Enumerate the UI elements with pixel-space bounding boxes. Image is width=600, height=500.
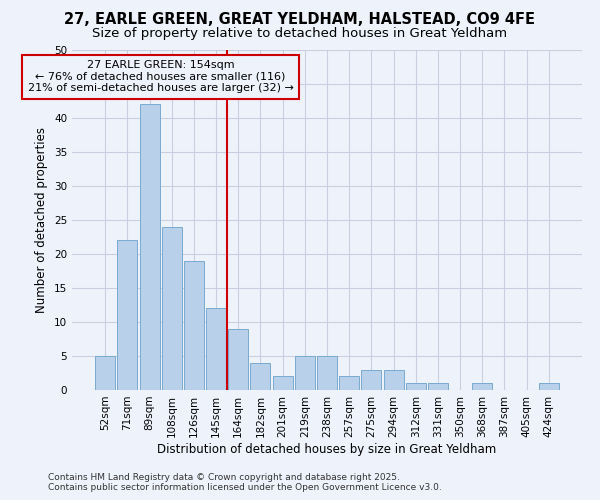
Text: 27, EARLE GREEN, GREAT YELDHAM, HALSTEAD, CO9 4FE: 27, EARLE GREEN, GREAT YELDHAM, HALSTEAD… — [65, 12, 536, 28]
Bar — [206, 308, 226, 390]
Bar — [184, 261, 204, 390]
Bar — [140, 104, 160, 390]
Bar — [539, 383, 559, 390]
Bar — [361, 370, 382, 390]
Text: Contains HM Land Registry data © Crown copyright and database right 2025.
Contai: Contains HM Land Registry data © Crown c… — [48, 473, 442, 492]
Bar — [383, 370, 404, 390]
Bar — [295, 356, 315, 390]
Y-axis label: Number of detached properties: Number of detached properties — [35, 127, 49, 313]
Bar — [250, 363, 271, 390]
Bar — [428, 383, 448, 390]
Bar — [228, 329, 248, 390]
Bar — [472, 383, 492, 390]
Text: 27 EARLE GREEN: 154sqm
← 76% of detached houses are smaller (116)
21% of semi-de: 27 EARLE GREEN: 154sqm ← 76% of detached… — [28, 60, 293, 94]
Bar — [339, 376, 359, 390]
X-axis label: Distribution of detached houses by size in Great Yeldham: Distribution of detached houses by size … — [157, 442, 497, 456]
Bar — [272, 376, 293, 390]
Bar — [118, 240, 137, 390]
Bar — [406, 383, 426, 390]
Bar — [317, 356, 337, 390]
Bar — [95, 356, 115, 390]
Bar — [162, 227, 182, 390]
Text: Size of property relative to detached houses in Great Yeldham: Size of property relative to detached ho… — [92, 28, 508, 40]
